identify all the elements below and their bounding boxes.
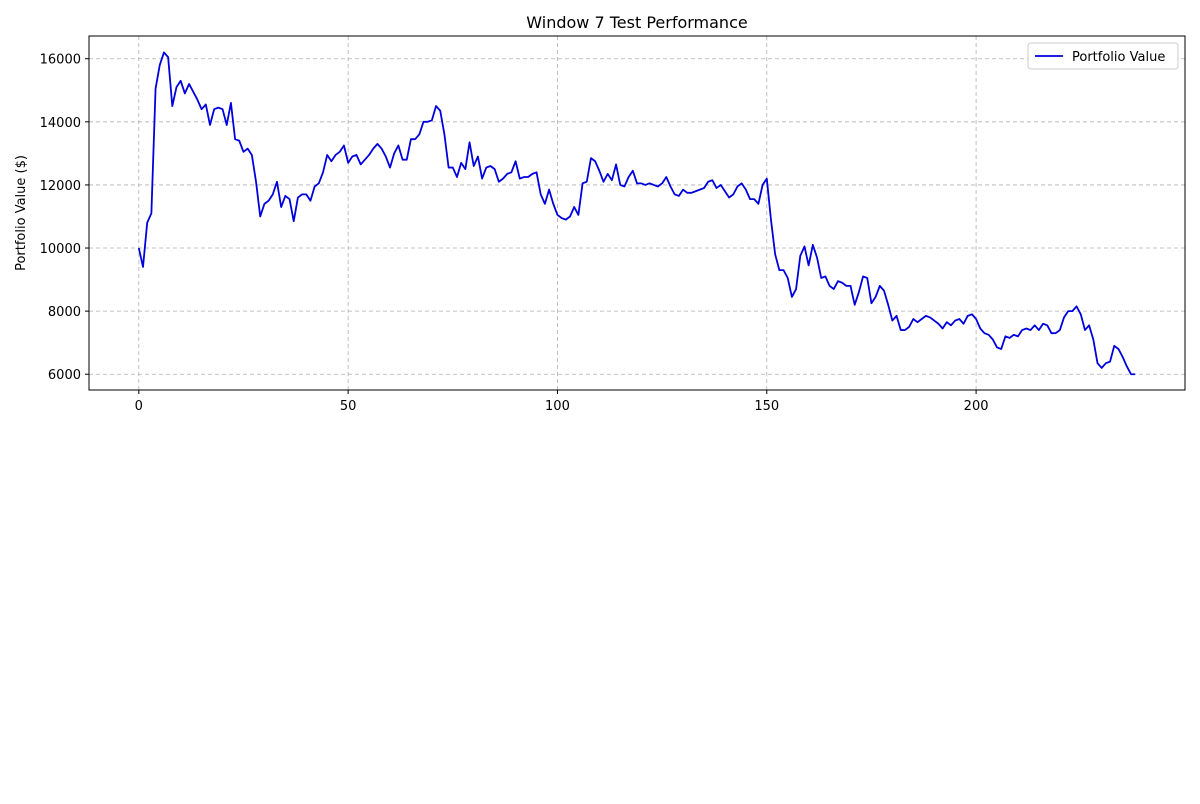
x-tick-label: 0 [135,399,143,414]
y-tick-label: 16000 [40,53,81,68]
y-axis-label: Portfolio Value ($) [14,155,29,271]
x-tick-label: 100 [545,399,570,414]
chart-title: Window 7 Test Performance [526,13,747,32]
y-tick-label: 12000 [40,179,81,194]
x-tick-label: 200 [964,399,989,414]
y-tick-label: 6000 [48,368,81,383]
line-series [137,51,1136,376]
x-tick-label: 150 [754,399,779,414]
y-tick-label: 8000 [48,305,81,320]
x-tick-label: 50 [340,399,357,414]
legend-label: Portfolio Value [1072,50,1165,65]
plot-frame [88,35,1186,391]
legend-box [1027,42,1179,70]
y-tick-label: 10000 [40,242,81,257]
y-tick-label: 14000 [40,116,81,131]
